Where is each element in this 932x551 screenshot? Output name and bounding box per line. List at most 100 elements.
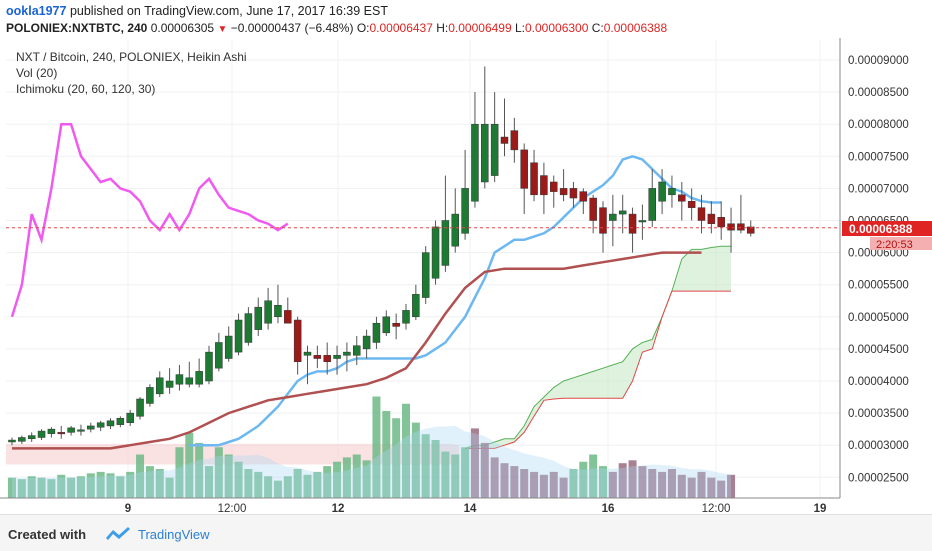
volume-bar — [510, 466, 519, 498]
y-tick-label: 0.00007000 — [848, 183, 909, 195]
candle-body — [717, 217, 725, 228]
volume-bar — [264, 476, 273, 498]
x-tick-label: 16 — [602, 503, 615, 514]
volume-bar — [214, 447, 223, 498]
volume-bar — [126, 471, 135, 498]
y-tick-label: 0.00002500 — [848, 472, 909, 484]
chart-area[interactable]: 0.00009000 0.00008500 0.00008000 0.00007500… — [0, 38, 932, 515]
candle-body — [697, 207, 706, 221]
volume-bar — [727, 474, 736, 498]
candle-body — [96, 422, 105, 428]
volume-bar — [273, 480, 282, 498]
close-value: 0.00006388 — [603, 21, 668, 35]
volume-bar — [8, 477, 16, 498]
candle-body — [165, 380, 174, 388]
candle-body — [520, 149, 528, 189]
volume-bar — [362, 460, 371, 498]
candle-body — [727, 223, 735, 231]
volume-bar — [451, 454, 460, 498]
volume-bar — [37, 477, 46, 498]
volume-bar — [195, 442, 204, 498]
volume-bar — [707, 477, 716, 498]
volume-bar — [628, 460, 637, 498]
candle-body — [402, 310, 410, 324]
volume-bar — [608, 471, 617, 498]
volume-bar — [539, 474, 548, 498]
y-tick-label: 0.00006000 — [848, 248, 909, 260]
volume-bar — [86, 473, 95, 498]
volume-bar — [254, 471, 263, 498]
candle-body — [47, 428, 56, 434]
candle-body — [303, 351, 312, 356]
candle-body — [530, 162, 538, 196]
price-chart[interactable]: 0.00009000 0.00008500 0.00008000 0.00007500… — [0, 38, 932, 515]
volume-bar — [205, 466, 213, 498]
y-tick-label: 0.00004000 — [848, 376, 909, 388]
candle-body — [618, 210, 627, 215]
volume-bar — [234, 461, 243, 498]
volume-bar — [57, 474, 66, 498]
volume-bar — [17, 479, 26, 498]
candle-body — [205, 351, 213, 382]
volume-bar — [569, 469, 578, 498]
y-tick-label: 0.00007500 — [848, 151, 909, 163]
chikou-span-line — [10, 122, 289, 318]
open-label: O: — [356, 21, 370, 35]
volume-bar — [333, 461, 342, 498]
volume-bar — [687, 477, 696, 498]
candle-body — [609, 213, 617, 221]
volume-bar — [392, 418, 401, 498]
candle-body — [185, 377, 194, 385]
candle-body — [175, 374, 184, 385]
candle-body — [412, 294, 420, 318]
y-tick-label: 0.00008500 — [848, 87, 909, 99]
candle-body — [628, 213, 637, 234]
volume-bar — [175, 447, 184, 498]
y-tick-label: 0.00008000 — [848, 119, 909, 131]
volume-bar — [589, 454, 598, 498]
y-tick-label: 0.00005500 — [848, 280, 909, 292]
volume-bar — [47, 479, 56, 498]
span-a-line — [464, 245, 731, 449]
candle-body — [569, 188, 578, 199]
candle-body — [195, 371, 203, 385]
tradingview-link[interactable]: TradingView — [138, 527, 210, 542]
volume-bar — [145, 466, 154, 498]
price-tag-value: 0.00006388 — [849, 222, 913, 236]
volume-bar — [638, 466, 647, 498]
created-with-label: Created with — [8, 527, 87, 542]
candle-body — [382, 316, 391, 334]
author-link[interactable]: ookla1977 — [6, 4, 67, 18]
candle-body — [481, 123, 489, 183]
y-tick-label: 0.00009000 — [848, 55, 909, 67]
candle-body — [8, 439, 16, 443]
volume-bar — [382, 411, 391, 498]
candle-body — [490, 123, 499, 176]
volume-bar — [618, 463, 627, 498]
volume-bar — [520, 469, 529, 498]
candle-body — [737, 223, 745, 231]
candle-body — [392, 322, 400, 327]
down-arrow-icon: ▼ — [217, 24, 228, 35]
chart-header: ookla1977 published on TradingView.com, … — [0, 0, 932, 38]
candle-body — [224, 335, 233, 359]
x-tick-label: 9 — [125, 503, 131, 514]
volume-bar — [470, 428, 479, 498]
candle-body — [333, 355, 341, 359]
candle-body — [284, 310, 292, 324]
legend-volume: Vol (20) — [16, 66, 57, 80]
volume-bar — [549, 471, 558, 498]
candle-body — [146, 387, 154, 404]
x-tick-label: 12:00 — [218, 503, 247, 514]
volume-bar — [480, 442, 489, 498]
volume-bar — [244, 469, 253, 498]
volume-bar — [155, 469, 164, 498]
candle-body — [451, 213, 459, 247]
candle-body — [293, 319, 302, 362]
x-tick-label: 14 — [464, 503, 477, 514]
volume-bar — [530, 471, 539, 498]
span-b-line — [465, 290, 731, 449]
candle-body — [87, 425, 95, 430]
volume-bar — [283, 476, 292, 498]
ichimoku-cloud — [465, 246, 731, 449]
